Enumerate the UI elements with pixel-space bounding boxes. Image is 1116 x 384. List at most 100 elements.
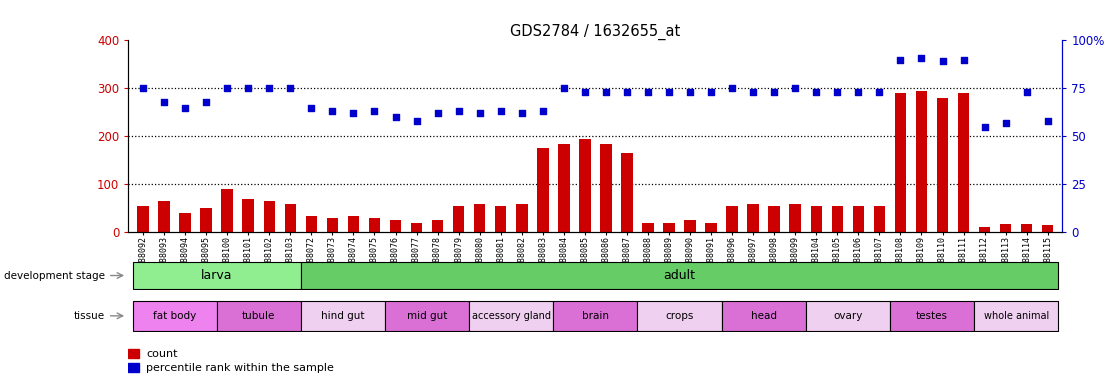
Text: larva: larva <box>201 269 232 282</box>
Point <box>787 85 805 91</box>
Text: percentile rank within the sample: percentile rank within the sample <box>146 362 334 372</box>
Point <box>450 108 468 114</box>
Bar <box>285 204 296 232</box>
FancyBboxPatch shape <box>133 262 301 289</box>
Bar <box>916 91 927 232</box>
Bar <box>306 215 317 232</box>
FancyBboxPatch shape <box>301 301 385 331</box>
Text: whole animal: whole animal <box>983 311 1049 321</box>
FancyBboxPatch shape <box>133 301 217 331</box>
FancyBboxPatch shape <box>974 301 1058 331</box>
Bar <box>221 189 233 232</box>
Point <box>934 58 952 65</box>
Point <box>407 118 425 124</box>
Point <box>660 89 677 95</box>
Bar <box>516 204 528 232</box>
Text: tissue: tissue <box>74 311 105 321</box>
Point <box>975 124 993 130</box>
Bar <box>853 206 864 232</box>
FancyBboxPatch shape <box>217 301 301 331</box>
Bar <box>137 206 148 232</box>
Bar <box>411 223 422 232</box>
Point <box>155 99 173 105</box>
Bar <box>663 223 675 232</box>
FancyBboxPatch shape <box>889 301 974 331</box>
Text: development stage: development stage <box>4 270 105 281</box>
Point <box>807 89 825 95</box>
Point <box>828 89 846 95</box>
Bar <box>600 144 612 232</box>
Bar <box>1021 223 1032 232</box>
Point <box>176 104 194 111</box>
Bar <box>494 206 507 232</box>
Point <box>681 89 699 95</box>
Bar <box>474 204 485 232</box>
Bar <box>936 98 949 232</box>
Text: head: head <box>751 311 777 321</box>
Point <box>954 56 972 63</box>
Text: ovary: ovary <box>834 311 863 321</box>
Point <box>1018 89 1036 95</box>
Bar <box>263 201 275 232</box>
Text: crops: crops <box>665 311 694 321</box>
Point <box>492 108 510 114</box>
Bar <box>201 208 212 232</box>
Bar <box>389 220 402 232</box>
Bar <box>327 218 338 232</box>
Bar <box>453 206 464 232</box>
Point <box>870 89 888 95</box>
Text: count: count <box>146 349 177 359</box>
Bar <box>348 215 359 232</box>
Bar <box>789 204 801 232</box>
Bar <box>642 223 654 232</box>
Point <box>597 89 615 95</box>
Bar <box>979 227 990 232</box>
Point <box>366 108 384 114</box>
Point <box>513 110 531 116</box>
Text: accessory gland: accessory gland <box>472 311 550 321</box>
Bar <box>537 148 549 232</box>
Text: testes: testes <box>916 311 947 321</box>
Bar <box>622 153 633 232</box>
Point <box>1039 118 1057 124</box>
Text: hind gut: hind gut <box>321 311 365 321</box>
Bar <box>810 206 822 232</box>
Bar <box>748 204 759 232</box>
Point <box>913 55 931 61</box>
Point <box>618 89 636 95</box>
Bar <box>558 144 569 232</box>
Point <box>198 99 215 105</box>
Text: tubule: tubule <box>242 311 276 321</box>
Point <box>219 85 237 91</box>
Bar <box>1000 224 1011 232</box>
Title: GDS2784 / 1632655_at: GDS2784 / 1632655_at <box>510 24 681 40</box>
Point <box>324 108 341 114</box>
Bar <box>180 213 191 232</box>
Bar <box>769 206 780 232</box>
Bar <box>684 220 696 232</box>
Bar <box>874 206 885 232</box>
Point <box>576 89 594 95</box>
Point <box>533 108 551 114</box>
Bar <box>128 349 140 358</box>
Point <box>260 85 278 91</box>
Point <box>302 104 320 111</box>
Point <box>345 110 363 116</box>
Bar <box>958 93 970 232</box>
Point <box>723 85 741 91</box>
Bar <box>128 362 140 372</box>
Bar <box>579 139 590 232</box>
Text: brain: brain <box>581 311 609 321</box>
Bar <box>895 93 906 232</box>
Point <box>281 85 299 91</box>
Point <box>702 89 720 95</box>
Bar <box>368 218 381 232</box>
Text: adult: adult <box>664 269 695 282</box>
FancyBboxPatch shape <box>722 301 806 331</box>
Point <box>744 89 762 95</box>
Point <box>429 110 446 116</box>
FancyBboxPatch shape <box>806 301 889 331</box>
Bar <box>1042 225 1054 232</box>
Text: mid gut: mid gut <box>407 311 448 321</box>
FancyBboxPatch shape <box>301 262 1058 289</box>
